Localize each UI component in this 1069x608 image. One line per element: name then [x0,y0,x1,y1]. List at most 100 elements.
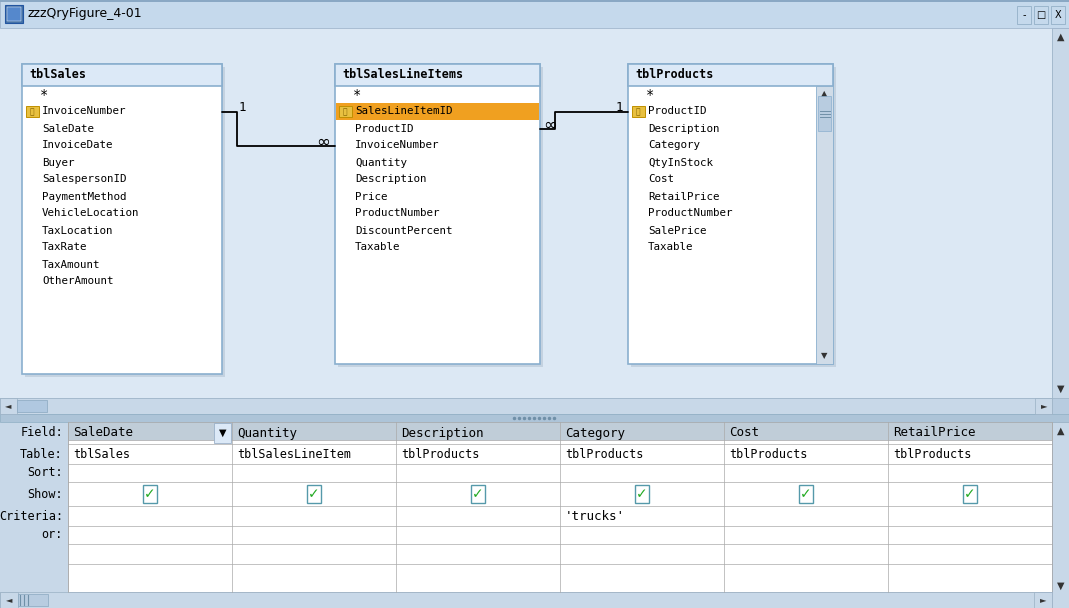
Text: SaleDate: SaleDate [73,426,133,440]
Text: RetailPrice: RetailPrice [893,426,976,440]
Text: SaleDate: SaleDate [42,123,94,134]
Text: 1: 1 [616,101,623,114]
Text: Description: Description [648,123,719,134]
FancyBboxPatch shape [0,28,1052,398]
Text: tblSales: tblSales [73,447,130,460]
Text: Criteria:: Criteria: [0,510,63,522]
Text: tblProducts: tblProducts [635,69,713,81]
Text: ▼: ▼ [1057,384,1065,394]
Text: Table:: Table: [20,447,63,460]
Text: ✓: ✓ [144,487,156,501]
Text: 'trucks': 'trucks' [566,510,625,522]
FancyBboxPatch shape [1034,592,1052,608]
FancyBboxPatch shape [471,485,485,503]
FancyBboxPatch shape [631,67,836,367]
Text: □: □ [1036,10,1045,20]
Text: InvoiceNumber: InvoiceNumber [355,140,439,151]
Text: ProductNumber: ProductNumber [355,209,439,218]
Text: Description: Description [401,426,483,440]
FancyBboxPatch shape [0,414,1069,422]
Text: TaxAmount: TaxAmount [42,260,100,269]
Text: ◄: ◄ [5,595,12,604]
Text: tblSales: tblSales [29,69,86,81]
Text: ProductID: ProductID [355,123,414,134]
FancyBboxPatch shape [0,592,1052,608]
Text: DiscountPercent: DiscountPercent [355,226,452,235]
FancyBboxPatch shape [632,106,645,117]
Text: Category: Category [566,426,625,440]
Text: zzzQryFigure_4-01: zzzQryFigure_4-01 [28,7,142,21]
Text: Taxable: Taxable [355,243,401,252]
FancyBboxPatch shape [1052,28,1069,398]
FancyBboxPatch shape [22,64,222,374]
FancyBboxPatch shape [335,64,540,86]
Text: ▲: ▲ [821,89,827,98]
Text: ✓: ✓ [472,487,484,501]
Text: Quantity: Quantity [237,426,297,440]
Text: tblSalesLineItem: tblSalesLineItem [237,447,351,460]
Text: tblProducts: tblProducts [401,447,479,460]
Text: ◄: ◄ [4,401,12,410]
Text: *: * [353,88,361,102]
Text: ▼: ▼ [1057,581,1065,591]
Text: ✓: ✓ [964,487,976,501]
FancyBboxPatch shape [143,485,157,503]
FancyBboxPatch shape [628,64,833,364]
FancyBboxPatch shape [338,67,543,367]
FancyBboxPatch shape [0,398,17,414]
FancyBboxPatch shape [336,103,539,120]
FancyBboxPatch shape [7,7,21,21]
FancyBboxPatch shape [68,422,1052,592]
Text: QtyInStock: QtyInStock [648,157,713,167]
Text: 1: 1 [239,101,247,114]
FancyBboxPatch shape [0,592,18,608]
Text: ⚿: ⚿ [636,107,640,116]
Text: ⚿: ⚿ [30,107,34,116]
Text: Cost: Cost [648,174,673,184]
FancyBboxPatch shape [1051,6,1065,24]
Text: ►: ► [1040,595,1047,604]
Text: InvoiceNumber: InvoiceNumber [42,106,126,117]
Text: Show:: Show: [28,488,63,500]
Text: ▲: ▲ [1057,426,1065,436]
Text: ▲: ▲ [1057,32,1065,42]
FancyBboxPatch shape [335,64,540,364]
Text: ∞: ∞ [543,116,557,134]
FancyBboxPatch shape [0,0,1069,2]
Text: ✓: ✓ [801,487,811,501]
FancyBboxPatch shape [339,106,352,117]
Text: tblProducts: tblProducts [729,447,807,460]
Text: *: * [40,88,48,102]
Text: or:: or: [42,528,63,542]
Text: Quantity: Quantity [355,157,407,167]
FancyBboxPatch shape [68,422,1052,440]
FancyBboxPatch shape [0,422,1069,608]
FancyBboxPatch shape [635,485,649,503]
Text: SalePrice: SalePrice [648,226,707,235]
Text: PaymentMethod: PaymentMethod [42,192,126,201]
FancyBboxPatch shape [0,398,1052,414]
Text: TaxLocation: TaxLocation [42,226,113,235]
Text: VehicleLocation: VehicleLocation [42,209,139,218]
Text: -: - [1022,10,1026,20]
Text: tblProducts: tblProducts [566,447,644,460]
Text: ⚿: ⚿ [343,107,347,116]
Text: ✓: ✓ [636,487,648,501]
FancyBboxPatch shape [0,0,1069,28]
Text: ✓: ✓ [308,487,320,501]
Text: *: * [646,88,654,102]
FancyBboxPatch shape [18,594,48,606]
Text: Sort:: Sort: [28,466,63,480]
FancyBboxPatch shape [1017,6,1031,24]
Text: tblSalesLineItems: tblSalesLineItems [342,69,463,81]
FancyBboxPatch shape [1052,422,1069,608]
Text: Category: Category [648,140,700,151]
FancyBboxPatch shape [5,5,24,23]
Text: SalesLineItemID: SalesLineItemID [355,106,452,117]
FancyBboxPatch shape [214,423,231,443]
Text: Taxable: Taxable [648,243,694,252]
Text: Field:: Field: [20,426,63,440]
Text: ▼: ▼ [821,351,827,361]
Text: Buyer: Buyer [42,157,75,167]
FancyBboxPatch shape [799,485,814,503]
